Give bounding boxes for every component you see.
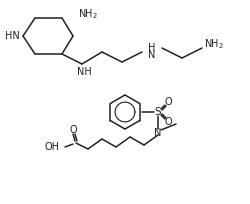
Text: HN: HN (5, 31, 20, 41)
Text: O: O (164, 97, 171, 107)
Text: S: S (154, 107, 161, 117)
Text: N: N (148, 50, 155, 60)
Text: H: H (148, 43, 155, 53)
Text: O: O (69, 125, 76, 135)
Text: N: N (154, 128, 161, 138)
Text: NH$_2$: NH$_2$ (78, 7, 98, 21)
Text: O: O (164, 117, 171, 127)
Text: NH$_2$: NH$_2$ (203, 37, 223, 51)
Text: OH: OH (45, 142, 60, 152)
Text: NH: NH (76, 67, 91, 77)
